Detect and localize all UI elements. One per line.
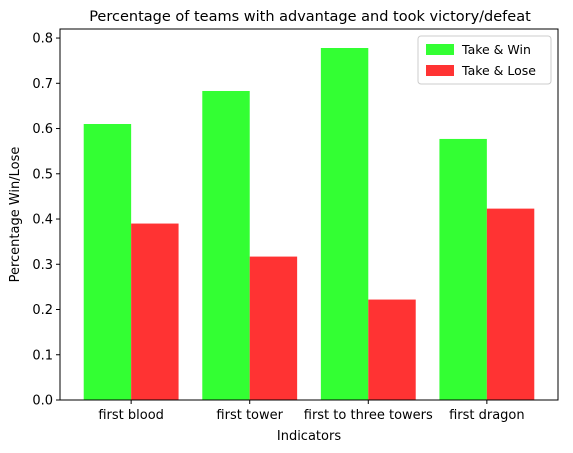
y-axis-label: Percentage Win/Lose bbox=[8, 147, 23, 283]
bar-take-win-2 bbox=[320, 48, 369, 400]
bar-take-lose-1 bbox=[249, 256, 298, 400]
x-tick-label: first tower bbox=[216, 408, 283, 423]
y-tick-label: 0.7 bbox=[32, 77, 53, 92]
y-tick-label: 0.1 bbox=[32, 348, 53, 363]
x-tick-label: first blood bbox=[98, 408, 164, 423]
bar-take-win-3 bbox=[439, 138, 487, 400]
y-tick-label: 0.0 bbox=[32, 394, 53, 409]
x-tick-label: first to three towers bbox=[304, 408, 433, 423]
bar-take-lose-2 bbox=[368, 299, 416, 400]
y-tick-label: 0.8 bbox=[32, 32, 53, 47]
x-tick-label: first dragon bbox=[449, 408, 525, 423]
bar-take-win-1 bbox=[202, 90, 250, 400]
legend-swatch-take-lose bbox=[426, 65, 454, 76]
y-tick-label: 0.3 bbox=[32, 258, 53, 273]
y-axis-ticks: 0.0 0.1 0.2 0.3 0.4 0.5 0.6 0.7 0.8 bbox=[32, 32, 60, 409]
bars-group bbox=[83, 48, 535, 400]
x-axis-ticks: first blood first tower first to three tow… bbox=[98, 400, 525, 423]
plot-frame bbox=[59, 28, 559, 401]
y-tick-label: 0.5 bbox=[32, 167, 53, 182]
bar-take-lose-0 bbox=[131, 223, 179, 400]
legend-label-take-lose: Take & Lose bbox=[461, 63, 536, 78]
y-tick-label: 0.6 bbox=[32, 122, 53, 137]
y-tick-label: 0.4 bbox=[32, 213, 53, 228]
chart-title: Percentage of teams with advantage and t… bbox=[89, 9, 531, 25]
legend-swatch-take-win bbox=[426, 44, 454, 55]
legend: Take & Win Take & Lose bbox=[417, 35, 552, 85]
plot-area: 0.00.10.20.30.40.50.60.70.8 first blood f… bbox=[32, 28, 559, 423]
bar-take-lose-3 bbox=[486, 208, 535, 400]
bar-take-win-0 bbox=[83, 124, 132, 400]
x-axis-label: Indicators bbox=[277, 429, 341, 444]
y-tick-label: 0.2 bbox=[32, 303, 53, 318]
legend-label-take-win: Take & Win bbox=[461, 42, 531, 57]
